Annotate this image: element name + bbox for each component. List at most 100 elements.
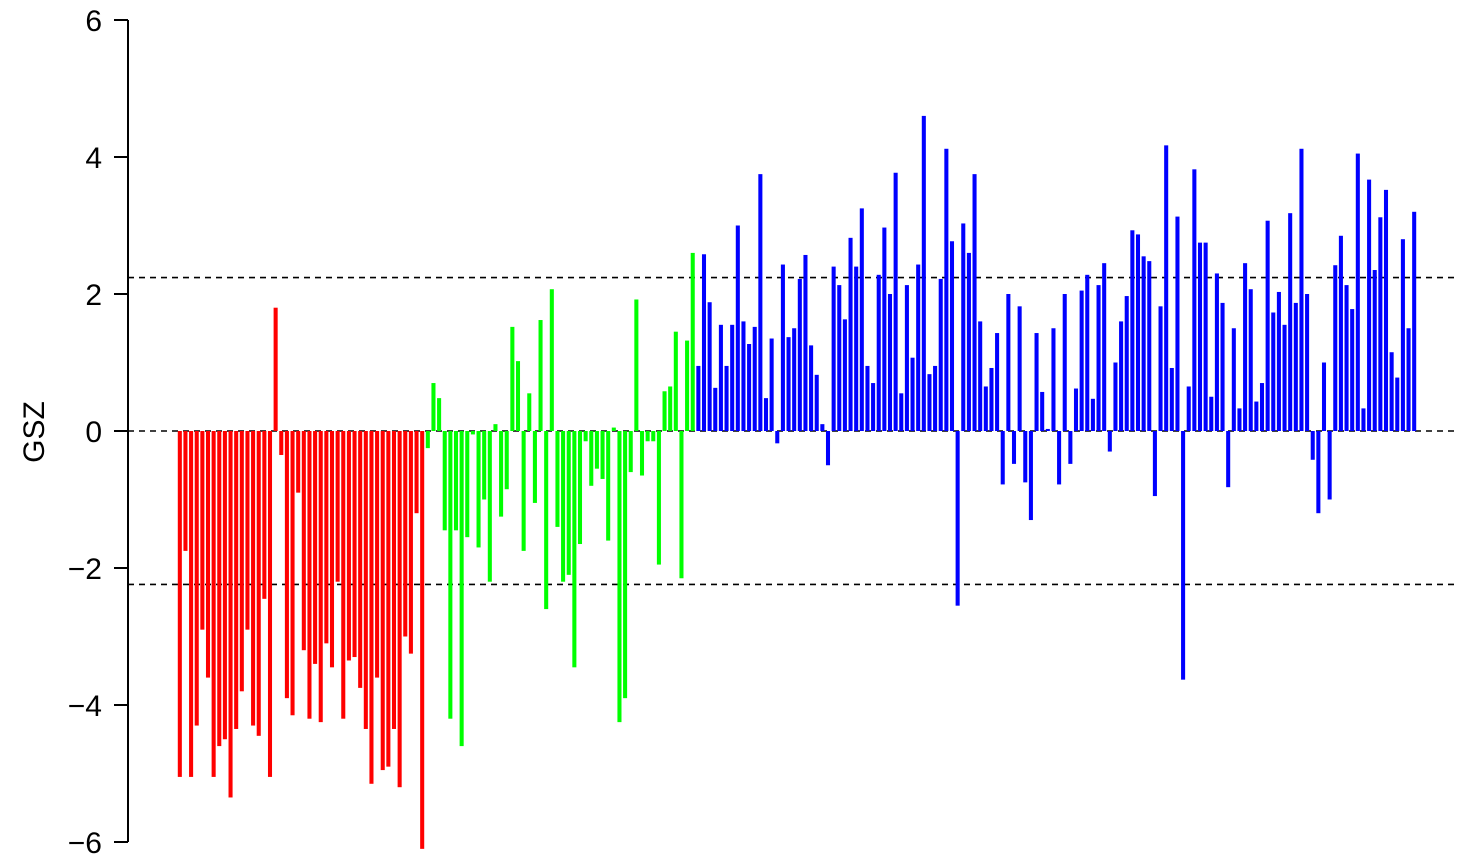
bar bbox=[718, 324, 723, 431]
bar bbox=[673, 331, 678, 431]
bar bbox=[1406, 328, 1411, 431]
bar bbox=[933, 365, 938, 431]
bar bbox=[606, 431, 611, 541]
bar bbox=[1389, 352, 1394, 431]
bar bbox=[1124, 296, 1129, 431]
bar bbox=[668, 386, 673, 431]
y-tick-label: 6 bbox=[85, 5, 102, 38]
bar bbox=[1096, 285, 1101, 431]
bar bbox=[1135, 234, 1141, 431]
bar bbox=[1293, 302, 1298, 431]
bar bbox=[758, 174, 763, 432]
bar bbox=[769, 338, 774, 431]
bar bbox=[904, 285, 909, 431]
bar bbox=[955, 431, 960, 606]
bar bbox=[611, 427, 616, 431]
bar bbox=[380, 431, 385, 771]
bar bbox=[1316, 431, 1321, 514]
bar bbox=[313, 431, 318, 664]
bar bbox=[205, 431, 211, 678]
bar bbox=[899, 393, 904, 431]
bar bbox=[735, 225, 740, 431]
bar bbox=[301, 431, 306, 651]
bar bbox=[1197, 242, 1203, 432]
bar bbox=[780, 264, 785, 431]
bar bbox=[713, 387, 718, 431]
bar bbox=[183, 431, 188, 551]
bar bbox=[1310, 431, 1315, 460]
bar bbox=[724, 365, 729, 431]
bar bbox=[200, 431, 205, 630]
bar bbox=[1169, 367, 1174, 431]
bar bbox=[803, 254, 808, 431]
y-tick-label: −6 bbox=[68, 827, 102, 860]
bar bbox=[1186, 386, 1191, 431]
bar bbox=[555, 431, 560, 527]
y-tick-label: 2 bbox=[85, 279, 102, 312]
bar bbox=[1085, 274, 1090, 431]
bar bbox=[284, 431, 289, 699]
bar bbox=[752, 326, 757, 431]
bar bbox=[448, 431, 453, 719]
bar bbox=[741, 321, 746, 431]
bar bbox=[234, 431, 239, 729]
bar bbox=[1090, 398, 1095, 431]
bar bbox=[318, 431, 323, 723]
bar bbox=[324, 431, 329, 644]
bar bbox=[1248, 289, 1253, 431]
bar bbox=[837, 285, 842, 431]
bar bbox=[1192, 169, 1197, 431]
bar bbox=[583, 431, 588, 442]
y-tick-label: 4 bbox=[85, 142, 102, 175]
bar bbox=[538, 320, 543, 431]
bar bbox=[194, 431, 199, 726]
bar bbox=[882, 227, 887, 431]
bar bbox=[1023, 431, 1028, 483]
bar bbox=[459, 431, 464, 747]
bar bbox=[1344, 285, 1349, 431]
bar bbox=[177, 431, 182, 777]
bar bbox=[211, 431, 216, 777]
bar bbox=[363, 431, 368, 729]
bar bbox=[1203, 242, 1208, 432]
bar bbox=[527, 393, 532, 431]
bar bbox=[335, 431, 340, 582]
bar bbox=[893, 172, 898, 431]
bar bbox=[944, 148, 949, 431]
bar bbox=[1028, 431, 1033, 521]
bar bbox=[245, 431, 250, 630]
bar bbox=[1147, 261, 1152, 431]
bar bbox=[859, 208, 864, 432]
bar bbox=[679, 431, 684, 579]
bar bbox=[747, 344, 752, 431]
bar bbox=[589, 431, 594, 486]
bar bbox=[222, 431, 227, 740]
bar bbox=[1057, 431, 1062, 485]
bar bbox=[797, 278, 802, 431]
bar bbox=[566, 431, 571, 575]
bar bbox=[825, 431, 831, 466]
bar bbox=[775, 431, 780, 444]
bar bbox=[916, 264, 921, 431]
bar bbox=[544, 431, 549, 610]
bar bbox=[1107, 431, 1112, 452]
bar bbox=[239, 431, 244, 692]
bar bbox=[1073, 388, 1079, 431]
bar bbox=[1079, 290, 1084, 431]
bar bbox=[921, 115, 926, 432]
bar bbox=[651, 431, 656, 442]
bar bbox=[504, 431, 509, 490]
bar bbox=[1333, 265, 1338, 431]
bar bbox=[871, 383, 876, 431]
y-tick-label: 0 bbox=[85, 416, 102, 449]
bar bbox=[296, 431, 301, 493]
bar bbox=[1400, 239, 1405, 431]
bar bbox=[814, 374, 819, 431]
bar bbox=[656, 431, 661, 565]
bar bbox=[949, 241, 955, 431]
bar bbox=[763, 398, 769, 431]
bar bbox=[1158, 306, 1163, 431]
bar bbox=[549, 289, 554, 431]
bar bbox=[1367, 179, 1372, 431]
